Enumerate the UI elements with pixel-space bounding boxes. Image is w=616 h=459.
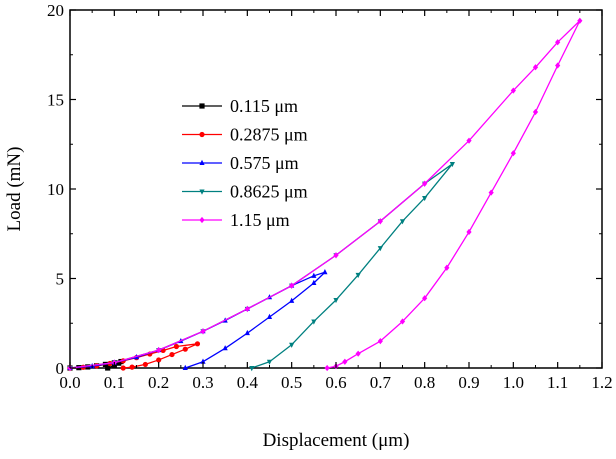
data-point [120, 365, 126, 371]
data-point [142, 361, 148, 368]
legend-entry: 0.115 μm [182, 96, 298, 116]
data-point [377, 246, 383, 252]
legend-label: 0.115 μm [230, 96, 298, 116]
data-point [510, 87, 516, 94]
y-tick-label: 0 [56, 359, 65, 378]
data-point [555, 39, 561, 46]
data-point [322, 269, 328, 275]
x-tick-label: 0.9 [458, 373, 479, 392]
data-point [444, 264, 450, 271]
data-point [266, 359, 273, 365]
y-axis-label: Load (mN) [4, 147, 25, 232]
data-point [333, 297, 339, 304]
data-point [289, 282, 295, 289]
legend-entry: 0.2875 μm [182, 125, 308, 145]
data-point [399, 318, 406, 325]
data-point [156, 347, 162, 354]
data-point [289, 342, 295, 348]
data-point [266, 313, 273, 319]
series-4 [67, 17, 583, 372]
data-point [377, 218, 383, 225]
data-point [532, 108, 539, 116]
series-line [69, 271, 326, 369]
data-point [200, 328, 206, 335]
legend-marker [199, 159, 205, 165]
data-point [355, 272, 361, 279]
y-tick-label: 15 [47, 91, 64, 110]
x-tick-label: 1.0 [503, 373, 524, 392]
data-point [222, 345, 228, 351]
legend-label: 0.2875 μm [230, 125, 308, 145]
data-point [324, 364, 330, 372]
legend-label: 0.575 μm [230, 153, 299, 173]
data-point [182, 364, 188, 370]
data-point [333, 252, 339, 259]
legend-entry: 1.15 μm [182, 210, 290, 230]
data-point [342, 358, 348, 365]
data-point [249, 366, 255, 372]
y-tick-label: 20 [47, 1, 64, 20]
data-point [311, 319, 317, 325]
legend-entry: 0.575 μm [182, 153, 299, 173]
data-point [399, 219, 406, 225]
data-point [422, 195, 428, 202]
legend-marker [199, 189, 205, 195]
data-point [466, 137, 472, 144]
legend-marker [199, 131, 205, 138]
plot-area: 0.0 0.1 0.2 0.3 0.4 0.5 0.6 0.7 0.8 0.9 1.0 1.1 1.2 0… [47, 1, 613, 392]
x-axis-label: Displacement (μm) [263, 430, 410, 451]
data-point [422, 295, 428, 302]
series-line [69, 20, 581, 369]
data-point [532, 64, 539, 71]
data-point [510, 150, 516, 157]
plot-frame [69, 9, 603, 369]
x-tick-label: 0.6 [325, 373, 346, 392]
data-point [449, 161, 455, 168]
x-tick-label: 0.4 [237, 373, 259, 392]
data-point [156, 357, 162, 363]
x-tick-label: 0.0 [59, 373, 80, 392]
legend-entry: 0.8625 μm [182, 182, 308, 202]
x-tick-label: 0.5 [281, 373, 302, 392]
data-point [182, 346, 188, 352]
y-tick-label: 10 [47, 180, 64, 199]
x-tick-label: 0.1 [104, 373, 125, 392]
data-point [311, 272, 317, 278]
y-tick-label: 5 [56, 270, 65, 289]
data-point [488, 189, 494, 196]
x-tick-label: 0.8 [414, 373, 435, 392]
legend-label: 0.8625 μm [230, 182, 308, 202]
data-point [466, 228, 472, 236]
legend: 0.115 μm 0.2875 μm 0.575 μm 0.8625 μm 1.15 μ… [182, 96, 308, 230]
data-point [244, 329, 250, 336]
data-point [289, 297, 295, 303]
legend-label: 1.15 μm [230, 210, 290, 230]
axes-layer: 0.0 0.1 0.2 0.3 0.4 0.5 0.6 0.7 0.8 0.9 1.0 1.1 1.2 0… [47, 1, 613, 392]
data-point [422, 180, 428, 187]
data-point [129, 364, 135, 370]
data-point [355, 350, 361, 357]
legend-marker [199, 103, 205, 109]
data-point [244, 305, 250, 313]
data-point [577, 17, 583, 24]
x-tick-label: 0.3 [192, 373, 213, 392]
data-point [311, 279, 317, 285]
series-2 [67, 269, 328, 370]
data-point [377, 338, 383, 345]
x-tick-label: 1.1 [547, 373, 568, 392]
x-tick-label: 0.2 [148, 373, 169, 392]
data-point [116, 360, 122, 366]
series-layer [67, 17, 583, 372]
legend-marker [199, 216, 205, 224]
x-tick-label: 1.2 [591, 373, 612, 392]
data-point [555, 62, 561, 69]
data-point [194, 341, 201, 347]
data-point [169, 351, 175, 358]
x-tick-label: 0.7 [370, 373, 392, 392]
data-point [173, 343, 179, 350]
data-point [200, 358, 206, 364]
data-point [105, 365, 111, 371]
